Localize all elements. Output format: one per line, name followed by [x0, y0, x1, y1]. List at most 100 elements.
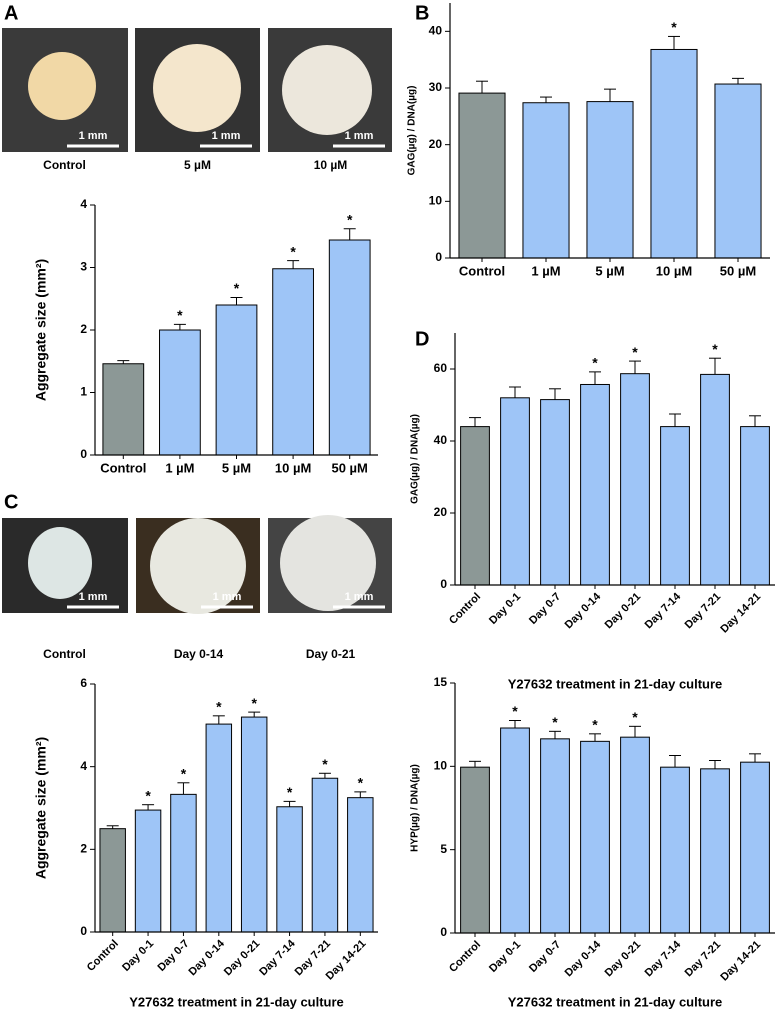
bar [215, 304, 258, 456]
bar [620, 736, 650, 934]
x-tick-label: Day 7-14 [643, 938, 684, 979]
bar [170, 793, 197, 933]
x-tick-label: Day 14-21 [718, 591, 763, 636]
bar [586, 101, 634, 259]
y-tick-label: 15 [434, 675, 448, 689]
aggregate [150, 518, 246, 614]
x-tick-label: 1 µM [165, 460, 194, 475]
panel-label: A [4, 2, 18, 24]
x-tick-label: Day 14-21 [718, 939, 763, 984]
x-tick-label: Day 0-14 [563, 590, 604, 631]
x-tick-label: 5 µM [595, 263, 624, 278]
significance: * [671, 19, 677, 35]
x-tick-label: Control [447, 939, 483, 975]
photo-label: 10 µM [314, 158, 348, 172]
bar [159, 329, 201, 456]
y-tick-label: 2 [80, 322, 87, 336]
x-tick-label: Day 0-1 [120, 938, 156, 974]
y-tick-label: 0 [440, 925, 447, 939]
x-tick-label: Day 0-7 [527, 591, 563, 627]
significance: * [287, 784, 293, 800]
photo-label: 5 µM [184, 158, 211, 172]
aggregate [280, 515, 376, 611]
x-axis-title: Y27632 treatment in 21-day culture [508, 676, 723, 691]
bar [620, 373, 650, 586]
photo-row-c [2, 515, 392, 614]
y-tick-label: 1 [80, 385, 87, 399]
y-tick-label: 40 [434, 433, 448, 447]
x-tick-label: Control [85, 938, 121, 974]
significance: * [712, 341, 718, 357]
bar [650, 48, 698, 259]
significance: * [322, 756, 328, 772]
y-tick-label: 40 [429, 24, 443, 38]
x-tick-label: Day 0-21 [603, 591, 643, 631]
photo-label: Day 0-21 [306, 647, 356, 661]
significance: * [512, 703, 518, 719]
scale-bar-label: 1 mm [345, 591, 374, 603]
y-tick-label: 10 [434, 759, 448, 773]
x-axis-title: Y27632 treatment in 21-day culture [508, 994, 723, 1009]
scale-bar-label: 1 mm [345, 130, 374, 142]
y-tick-label: 4 [80, 197, 87, 211]
panel-label: D [415, 328, 429, 350]
aggregate [28, 527, 92, 599]
panel-label: C [4, 491, 18, 513]
significance: * [632, 709, 638, 725]
bar [460, 426, 490, 586]
x-tick-label: Control [459, 263, 505, 278]
scale-bar-label: 1 mm [79, 130, 108, 142]
bar [580, 383, 610, 586]
bar [460, 766, 490, 934]
y-tick-label: 60 [434, 361, 448, 375]
bar [276, 806, 303, 933]
x-tick-label: 10 µM [275, 460, 311, 475]
x-axis-title: Y27632 treatment in 21-day culture [129, 994, 344, 1009]
y-tick-label: 0 [435, 250, 442, 264]
bar [700, 373, 730, 586]
bar [660, 766, 690, 934]
x-tick-label: Day 0-21 [222, 938, 262, 978]
y-tick-label: 0 [440, 577, 447, 591]
photo-label: Control [43, 647, 86, 661]
bar [740, 761, 770, 934]
photo-row-a [2, 28, 392, 152]
y-tick-label: 20 [434, 505, 448, 519]
significance: * [216, 699, 222, 715]
bar [272, 268, 314, 456]
bar [500, 727, 530, 934]
x-tick-label: Day 7-14 [257, 937, 298, 978]
significance: * [347, 211, 353, 227]
x-tick-label: 50 µM [720, 263, 756, 278]
x-tick-label: 1 µM [531, 263, 560, 278]
bar [311, 777, 339, 933]
aggregate [282, 45, 372, 135]
significance: * [592, 717, 598, 733]
significance: * [290, 243, 296, 259]
bar [540, 738, 570, 934]
bar [540, 399, 570, 586]
bar [740, 426, 770, 586]
y-tick-label: 3 [80, 260, 87, 274]
bar [102, 363, 145, 456]
bar [714, 83, 762, 259]
x-tick-label: Day 0-21 [603, 939, 643, 979]
bar [347, 797, 374, 933]
significance: * [181, 765, 187, 781]
photo-label: Control [43, 158, 86, 172]
bar [205, 723, 233, 933]
y-tick-label: 4 [80, 759, 87, 773]
y-tick-label: 5 [440, 842, 447, 856]
y-tick-label: 0 [80, 924, 87, 938]
x-tick-label: Day 0-1 [487, 939, 523, 975]
x-tick-label: Day 7-21 [683, 939, 723, 979]
bar [458, 92, 506, 259]
y-tick-label: 6 [80, 676, 87, 690]
scale-bar-label: 1 mm [79, 591, 108, 603]
significance: * [177, 307, 183, 323]
significance: * [552, 714, 558, 730]
bar [660, 426, 690, 586]
scale-bar-label: 1 mm [212, 130, 241, 142]
bar [134, 809, 162, 933]
